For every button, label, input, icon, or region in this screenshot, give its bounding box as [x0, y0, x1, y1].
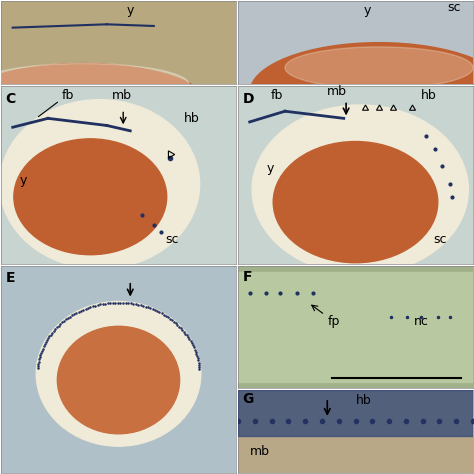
Text: sc: sc: [448, 1, 461, 14]
Text: sc: sc: [433, 233, 447, 246]
Text: fb: fb: [271, 89, 283, 102]
Text: fb: fb: [62, 89, 74, 102]
Text: y: y: [266, 162, 273, 175]
Text: F: F: [243, 270, 252, 284]
FancyBboxPatch shape: [238, 390, 473, 473]
Text: nc: nc: [414, 315, 429, 328]
Circle shape: [57, 326, 180, 434]
Ellipse shape: [14, 139, 167, 255]
Text: hb: hb: [421, 89, 437, 102]
Ellipse shape: [0, 100, 200, 269]
Text: sc: sc: [165, 233, 179, 246]
Text: y: y: [364, 4, 371, 18]
Text: y: y: [20, 174, 27, 187]
Ellipse shape: [252, 105, 468, 274]
Ellipse shape: [250, 43, 474, 143]
Text: hb: hb: [184, 112, 200, 125]
Ellipse shape: [285, 47, 473, 89]
Text: E: E: [6, 271, 15, 284]
Text: mb: mb: [250, 445, 270, 458]
Text: G: G: [243, 392, 254, 406]
Text: hb: hb: [356, 394, 371, 407]
Ellipse shape: [0, 64, 189, 105]
Text: y: y: [127, 4, 134, 18]
Ellipse shape: [0, 64, 212, 155]
FancyBboxPatch shape: [238, 273, 473, 382]
Text: D: D: [243, 91, 254, 106]
Circle shape: [36, 301, 201, 446]
Text: fp: fp: [327, 315, 340, 328]
Text: mb: mb: [111, 89, 131, 102]
Ellipse shape: [273, 142, 438, 263]
Text: mb: mb: [327, 85, 347, 98]
FancyBboxPatch shape: [238, 390, 473, 436]
Text: C: C: [6, 91, 16, 106]
